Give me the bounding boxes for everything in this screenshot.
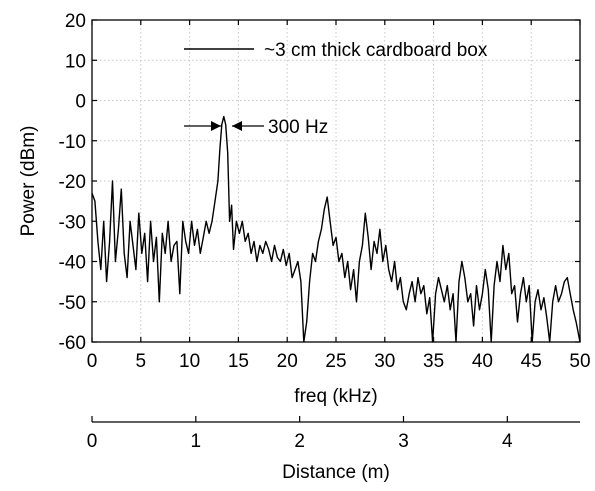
secondary-tick-label: 3 xyxy=(398,431,409,452)
annotation-arrowhead-right xyxy=(232,121,242,131)
x-tick-label: 45 xyxy=(521,351,542,372)
x-axis-label: freq (kHz) xyxy=(294,386,377,407)
x-tick-label: 50 xyxy=(569,351,590,372)
y-tick-label: -60 xyxy=(59,333,86,354)
annotation-arrowhead-left xyxy=(211,121,221,131)
x-tick-label: 15 xyxy=(228,351,249,372)
x-tick-label: 10 xyxy=(179,351,200,372)
y-tick-label: 0 xyxy=(75,92,86,113)
series-line xyxy=(91,115,581,343)
x-tick-label: 40 xyxy=(472,351,493,372)
grid xyxy=(92,20,580,342)
legend: ~3 cm thick cardboard box xyxy=(184,40,488,61)
secondary-axis: 0 1 2 3 4 xyxy=(87,416,580,452)
peak-width-annotation: 300 Hz xyxy=(184,117,328,138)
x-tick-label: 20 xyxy=(277,351,298,372)
y-tick-label: -30 xyxy=(59,212,86,233)
y-tick-label: 20 xyxy=(65,11,86,32)
annotation-label: 300 Hz xyxy=(268,117,328,138)
secondary-tick-label: 0 xyxy=(87,431,98,452)
y-tick-label: -10 xyxy=(59,132,86,153)
x-tick-label: 35 xyxy=(423,351,444,372)
legend-label: ~3 cm thick cardboard box xyxy=(264,40,488,61)
series xyxy=(91,115,581,343)
secondary-tick-label: 4 xyxy=(502,431,513,452)
x-tick-label: 30 xyxy=(374,351,395,372)
secondary-tick-label: 1 xyxy=(191,431,202,452)
x-tick-label: 25 xyxy=(325,351,346,372)
x-tick-label: 0 xyxy=(87,351,98,372)
x-tick-label: 5 xyxy=(136,351,147,372)
y-axis-label: Power (dBm) xyxy=(18,126,39,237)
secondary-axis-label: Distance (m) xyxy=(282,462,390,483)
secondary-tick-label: 2 xyxy=(294,431,305,452)
y-tick-label: 10 xyxy=(65,51,86,72)
y-tick-label: -50 xyxy=(59,293,86,314)
ticks: 0 5 10 15 20 25 30 35 40 45 50 20 10 0 -10 -20 -30 -40 -50… xyxy=(59,11,591,372)
y-tick-label: -20 xyxy=(59,172,86,193)
y-tick-label: -40 xyxy=(59,253,86,274)
